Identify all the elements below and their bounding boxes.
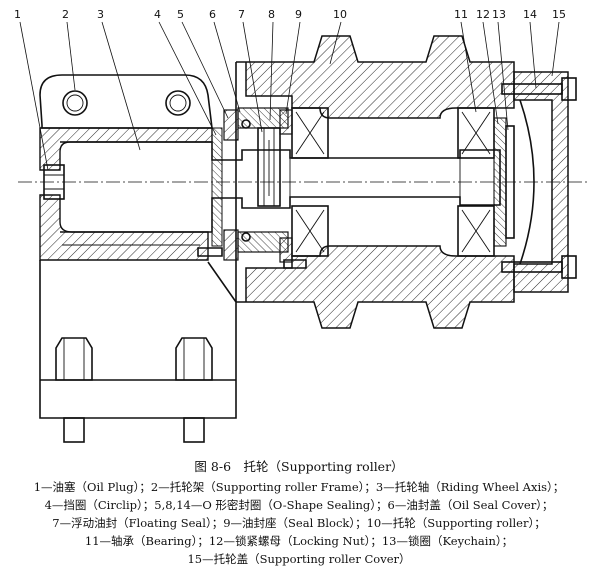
caption-line-1: 1—油塞（Oil Plug）；2—托轮架（Supporting roller F…	[33, 480, 565, 494]
callout-4: 4	[154, 8, 161, 21]
callout-leaders	[19, 21, 560, 171]
callout-6: 6	[209, 8, 216, 21]
callout-14: 14	[523, 8, 537, 21]
figure-title: 图 8-6 托轮（Supporting roller）	[194, 459, 404, 474]
callout-numbers: 1 2 3 4 5 6 7 8 9 10 11 12 13 14 15	[14, 8, 566, 21]
callout-8: 8	[268, 8, 275, 21]
callout-11: 11	[454, 8, 468, 21]
caption-line-3: 7—浮动油封（Floating Seal）；9—油封座（Seal Block）；…	[52, 516, 546, 530]
caption-line-5: 15—托轮盖（Supporting roller Cover）	[187, 552, 411, 566]
caption-line-4: 11—轴承（Bearing）；12—锁紧螺母（Locking Nut）；13—锁…	[84, 534, 514, 548]
callout-5: 5	[177, 8, 184, 21]
roller-frame	[39, 74, 237, 419]
callout-7: 7	[238, 8, 245, 21]
caption-line-2: 4—挡圈（Circlip）；5,8,14—O 形密封圈（O-Shape Seal…	[44, 498, 554, 512]
callout-1: 1	[14, 8, 21, 21]
callout-15: 15	[552, 8, 566, 21]
supporting-roller-cross-section-drawing: 1 2 3 4 5 6 7 8 9 10 11 12 13 14 15	[14, 8, 590, 443]
bearings	[291, 107, 495, 257]
callout-13: 13	[492, 8, 506, 21]
callout-12: 12	[476, 8, 490, 21]
supporting-roller-body	[235, 35, 515, 329]
callout-10: 10	[333, 8, 347, 21]
roller-cover	[501, 71, 577, 293]
callout-3: 3	[97, 8, 104, 21]
callout-9: 9	[295, 8, 302, 21]
callout-2: 2	[62, 8, 69, 21]
base-mounting-bolts	[55, 337, 213, 443]
